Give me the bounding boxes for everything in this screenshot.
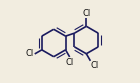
Text: Cl: Cl xyxy=(91,61,99,70)
Text: Cl: Cl xyxy=(26,49,34,58)
Text: Cl: Cl xyxy=(66,58,74,66)
Text: Cl: Cl xyxy=(82,9,90,18)
